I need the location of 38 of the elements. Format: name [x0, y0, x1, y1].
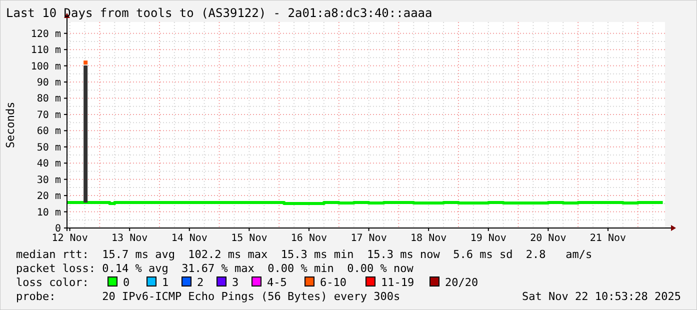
y-axis-title: Seconds	[4, 102, 17, 148]
text: 4-5	[267, 276, 287, 289]
x-tick-label: 21 Nov	[590, 233, 626, 244]
x-tick-label: 20 Nov	[530, 233, 566, 244]
text: 2	[197, 276, 204, 289]
x-tick-label: 18 Nov	[410, 233, 447, 244]
y-tick-label: 30 m	[36, 174, 61, 186]
chart-title: Last 10 Days from tools to (AS39122) - 2a01:a8:dc3:40::aaaa	[6, 6, 432, 20]
y-tick-label: 90 m	[36, 78, 61, 89]
y-tick-label: 50 m	[36, 142, 61, 154]
x-tick-label: 15 Nov	[231, 233, 268, 244]
y-tick-label: 70 m	[36, 110, 61, 121]
text: probe: 20 IPv6-ICMP Echo Pings (56 Bytes) every 300s	[16, 290, 400, 303]
x-tick-label: 16 Nov	[290, 233, 328, 244]
x-tick-label: 17 Nov	[350, 233, 387, 244]
text: 20/20	[445, 276, 478, 289]
x-tick-label: 19 Nov	[470, 233, 506, 244]
text: 11-19	[381, 276, 414, 289]
text: 3	[232, 276, 239, 289]
y-tick-label: 40 m	[36, 158, 61, 170]
text: median rtt: 15.7 ms avg 102.2 ms max 15.3 ms min 15.3 ms now 5.6 ms sd 2.8 am/s	[16, 248, 592, 261]
text: packet loss: 0.14 % avg 31.67 % max 0.00 % min 0.00 % now	[16, 262, 414, 275]
y-tick-label: 60 m	[36, 126, 61, 138]
y-tick-label: 0	[54, 224, 61, 234]
text: 0	[123, 276, 130, 289]
x-tick-label: 14 Nov	[171, 233, 208, 244]
y-tick-label: 20 m	[36, 191, 61, 202]
y-tick-label: 110 m	[30, 45, 61, 56]
text: 6-10	[320, 276, 346, 289]
text: Sat Nov 22 10:53:28 2025	[522, 290, 681, 303]
x-tick-label: 12 Nov	[52, 233, 88, 244]
text: 1	[162, 276, 169, 289]
text: loss color:	[16, 276, 89, 289]
x-tick-label: 13 Nov	[112, 233, 148, 244]
y-tick-label: 10 m	[36, 207, 61, 218]
y-tick-label: 100 m	[30, 61, 61, 72]
y-tick-label: 120 m	[30, 28, 61, 40]
y-tick-label: 80 m	[36, 94, 61, 105]
